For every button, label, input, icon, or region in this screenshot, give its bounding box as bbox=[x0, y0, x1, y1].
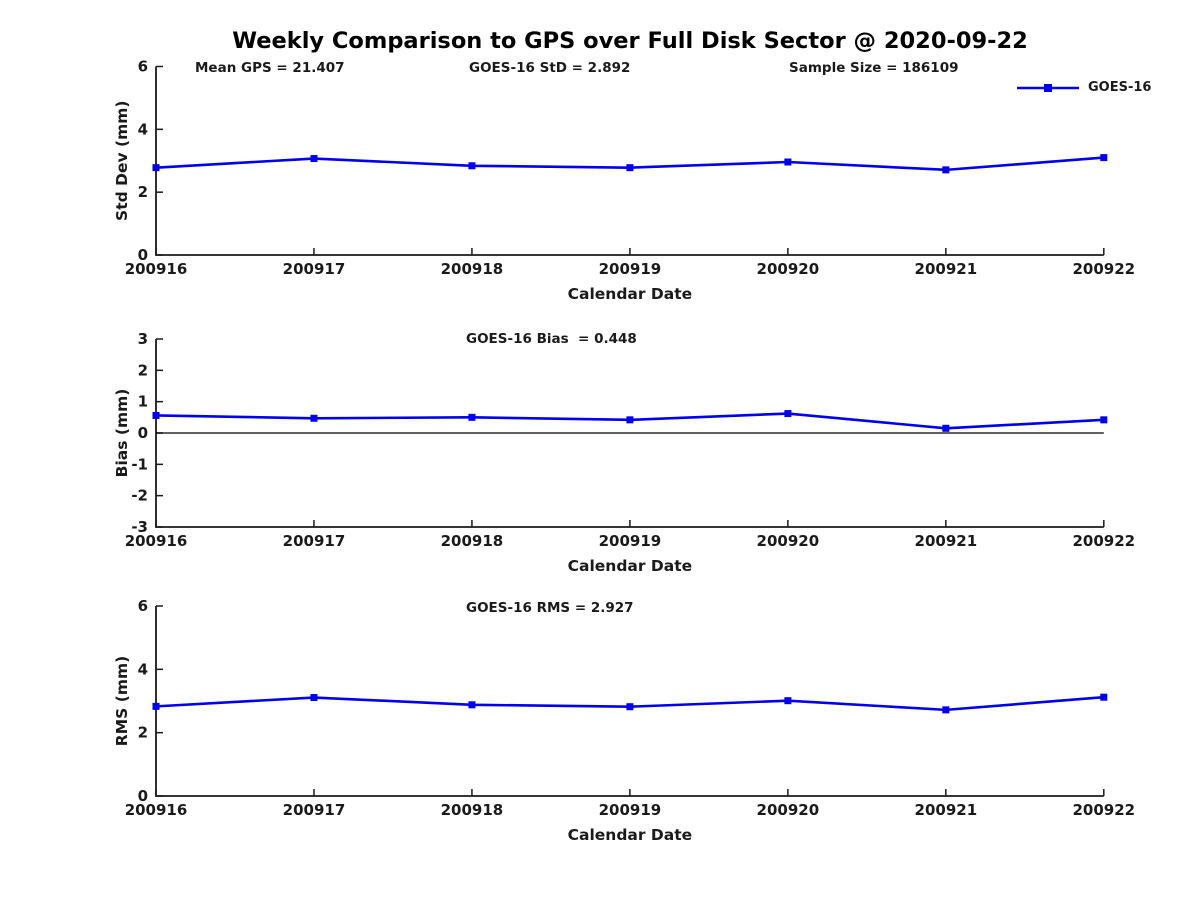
x-tick-label: 200916 bbox=[125, 532, 188, 550]
x-tick-label: 200922 bbox=[1072, 532, 1135, 550]
x-tick-label: 200922 bbox=[1072, 260, 1135, 278]
x-tick-label: 200922 bbox=[1072, 801, 1135, 819]
data-point-marker bbox=[468, 413, 476, 421]
y-tick-label: 6 bbox=[138, 58, 148, 76]
x-tick-label: 200919 bbox=[599, 801, 662, 819]
data-point-marker bbox=[468, 162, 476, 170]
annotation-mean-gps: Mean GPS = 21.407 bbox=[195, 60, 345, 76]
x-axis-title: Calendar Date bbox=[568, 285, 693, 303]
x-tick-label: 200917 bbox=[283, 260, 346, 278]
x-tick-label: 200921 bbox=[915, 260, 978, 278]
data-point-marker bbox=[310, 155, 318, 163]
y-axis-title: RMS (mm) bbox=[113, 656, 131, 746]
x-tick-label: 200921 bbox=[915, 801, 978, 819]
x-axis-title: Calendar Date bbox=[568, 826, 693, 844]
x-tick-label: 200918 bbox=[441, 801, 504, 819]
legend-line-square-icon bbox=[1017, 83, 1079, 92]
figure-title: Weekly Comparison to GPS over Full Disk … bbox=[232, 28, 1028, 54]
axes bbox=[155, 606, 1104, 797]
y-tick-label: 2 bbox=[138, 361, 148, 379]
y-tick-label: 3 bbox=[138, 330, 148, 348]
x-tick-label: 200920 bbox=[757, 532, 820, 550]
data-point-marker bbox=[152, 411, 160, 419]
data-point-marker bbox=[468, 701, 476, 709]
annotation-goes16-std: GOES-16 StD = 2.892 bbox=[469, 60, 631, 76]
data-point-marker bbox=[310, 694, 318, 702]
x-tick-label: 200921 bbox=[915, 532, 978, 550]
y-tick-label: 0 bbox=[138, 787, 148, 805]
data-point-marker bbox=[152, 702, 160, 710]
y-tick-label: 4 bbox=[138, 660, 148, 678]
x-tick-label: 200918 bbox=[441, 532, 504, 550]
data-point-marker bbox=[152, 164, 160, 172]
data-point-marker bbox=[626, 416, 634, 424]
data-point-marker bbox=[942, 166, 950, 174]
legend-label: GOES-16 bbox=[1088, 80, 1152, 95]
data-point-marker bbox=[942, 706, 950, 714]
panel-subtitle: GOES-16 RMS = 2.927 bbox=[466, 600, 634, 616]
y-tick-label: 1 bbox=[138, 393, 148, 411]
data-point-marker bbox=[626, 703, 634, 711]
data-point-marker bbox=[626, 164, 634, 172]
data-point-marker bbox=[1100, 154, 1108, 162]
annotation-sample-size: Sample Size = 186109 bbox=[789, 60, 959, 76]
x-tick-label: 200919 bbox=[599, 532, 662, 550]
data-point-marker bbox=[784, 410, 792, 418]
y-tick-label: 0 bbox=[138, 246, 148, 264]
data-point-marker bbox=[1100, 693, 1108, 701]
x-tick-label: 200916 bbox=[125, 260, 188, 278]
x-tick-label: 200918 bbox=[441, 260, 504, 278]
data-point-marker bbox=[784, 158, 792, 166]
y-tick-label: -1 bbox=[131, 455, 148, 473]
x-tick-label: 200916 bbox=[125, 801, 188, 819]
x-axis-title: Calendar Date bbox=[568, 557, 693, 575]
y-tick-label: 4 bbox=[138, 120, 148, 138]
y-tick-label: 2 bbox=[138, 724, 148, 742]
data-point-marker bbox=[942, 424, 950, 432]
x-tick-label: 200917 bbox=[283, 532, 346, 550]
x-tick-label: 200920 bbox=[757, 260, 820, 278]
x-tick-label: 200920 bbox=[757, 801, 820, 819]
y-axis-title: Std Dev (mm) bbox=[113, 101, 131, 221]
x-tick-label: 200917 bbox=[283, 801, 346, 819]
x-tick-label: 200919 bbox=[599, 260, 662, 278]
y-tick-label: 0 bbox=[138, 424, 148, 442]
panel-subtitle: GOES-16 Bias = 0.448 bbox=[466, 331, 637, 347]
y-tick-label: -2 bbox=[131, 487, 148, 505]
data-point-marker bbox=[310, 414, 318, 422]
y-tick-label: 2 bbox=[138, 183, 148, 201]
y-tick-label: 6 bbox=[138, 597, 148, 615]
y-tick-label: -3 bbox=[131, 518, 148, 536]
legend: GOES-16 bbox=[1016, 80, 1151, 95]
data-point-marker bbox=[784, 697, 792, 705]
data-point-marker bbox=[1100, 416, 1108, 424]
y-axis-title: Bias (mm) bbox=[113, 389, 131, 478]
